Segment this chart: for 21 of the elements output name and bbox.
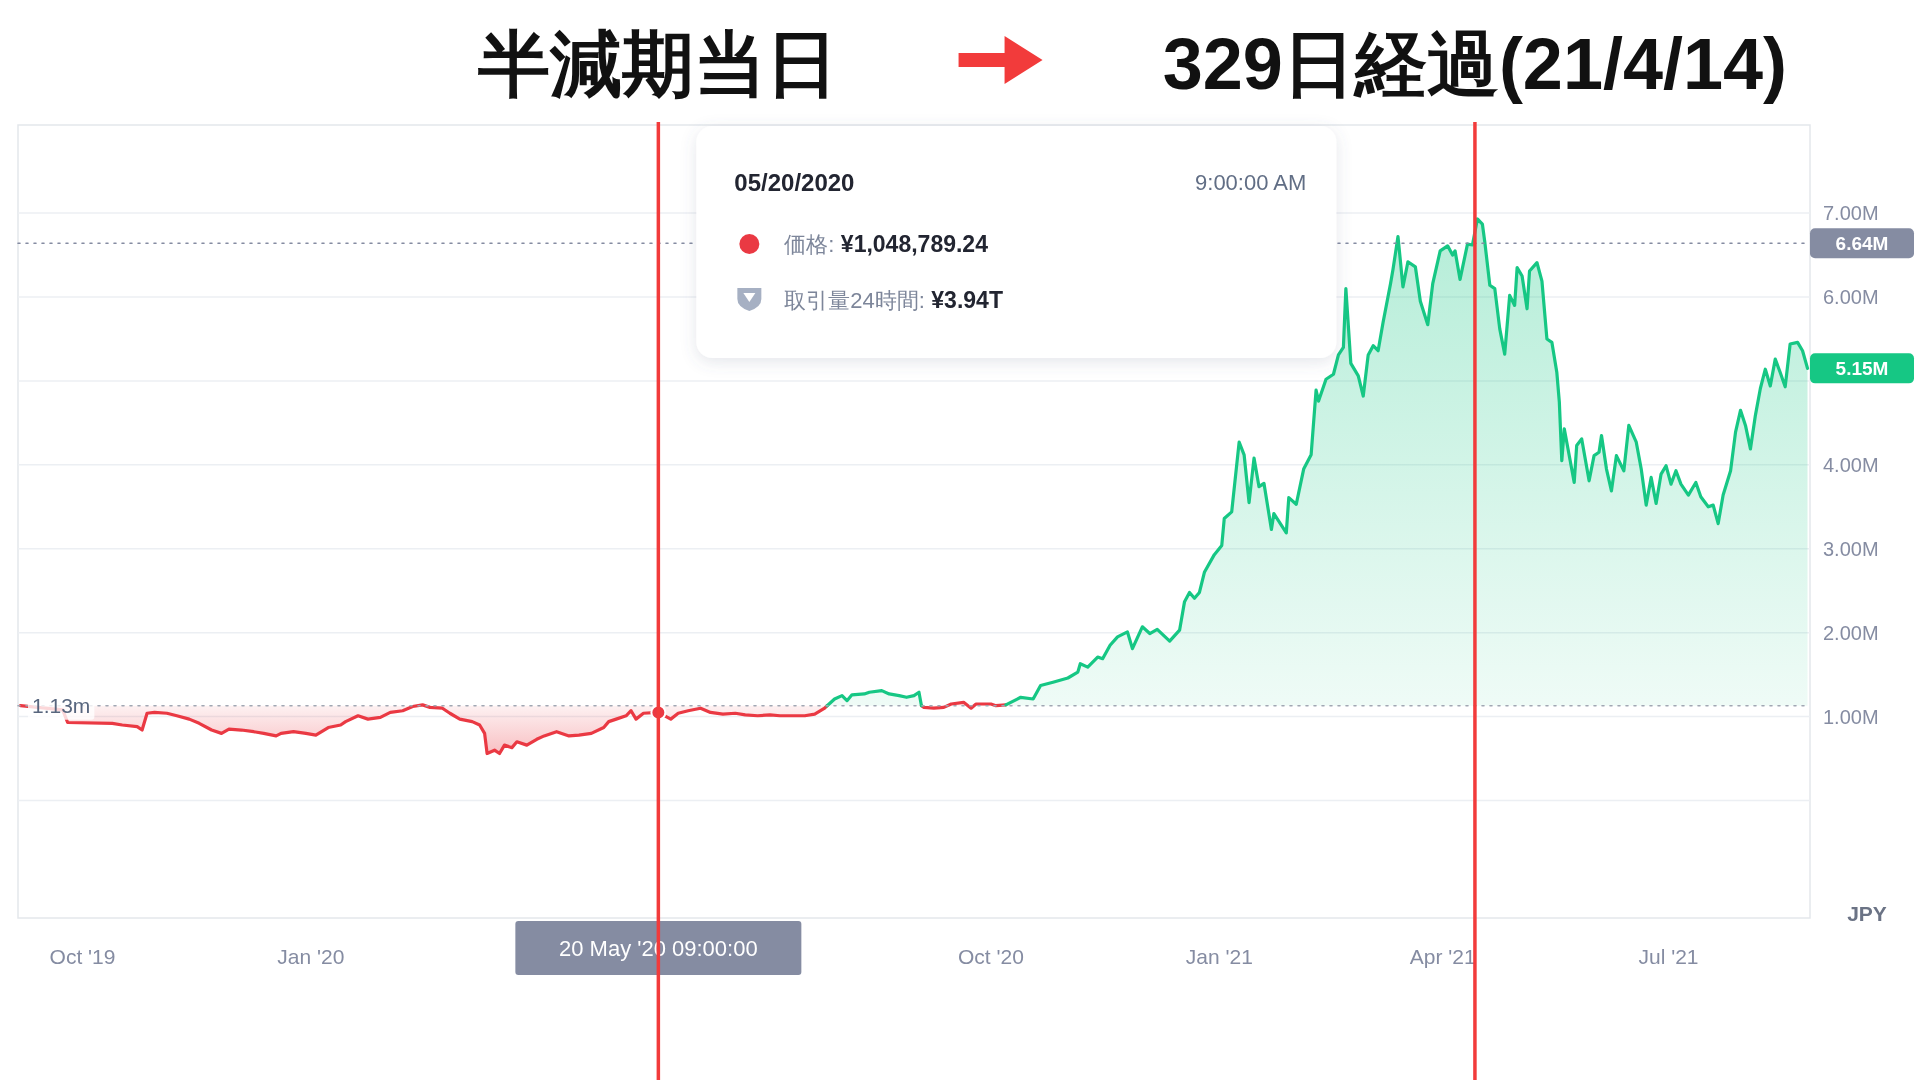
annotation: 取引量24時間: ¥3.94T [784, 287, 1003, 313]
x-tick-label: Oct '20 [958, 944, 1024, 968]
ref-line-label: 329日経過(21/4/14) [1162, 24, 1788, 104]
x-tick-label: Jan '21 [1185, 944, 1253, 968]
annotation: 9:00:00 AM [1195, 169, 1307, 195]
annotation: 5.15M [1835, 357, 1889, 379]
y-tick-label: 1.00M [1823, 705, 1879, 728]
ref-line-label: 半減期当日 [477, 24, 839, 104]
ref-line-label: 6.64M [1835, 232, 1889, 254]
y-tick-label: 6.00M [1823, 286, 1879, 309]
y-tick-label: 3.00M [1823, 537, 1879, 560]
y-tick-label: 2.00M [1823, 621, 1879, 644]
y-axis-title: JPY [1847, 901, 1887, 925]
x-tick-label: Oct '19 [49, 944, 116, 968]
x-tick-label: Jan '20 [277, 944, 345, 968]
ref-line-label: 1.13m [32, 694, 91, 718]
x-tick-label: Jul '21 [1638, 944, 1699, 968]
y-tick-label: 4.00M [1823, 453, 1879, 476]
y-tick-label: 7.00M [1823, 202, 1879, 225]
annotation: 価格: ¥1,048,789.24 [784, 231, 989, 257]
annotation: 05/20/2020 [734, 168, 855, 196]
